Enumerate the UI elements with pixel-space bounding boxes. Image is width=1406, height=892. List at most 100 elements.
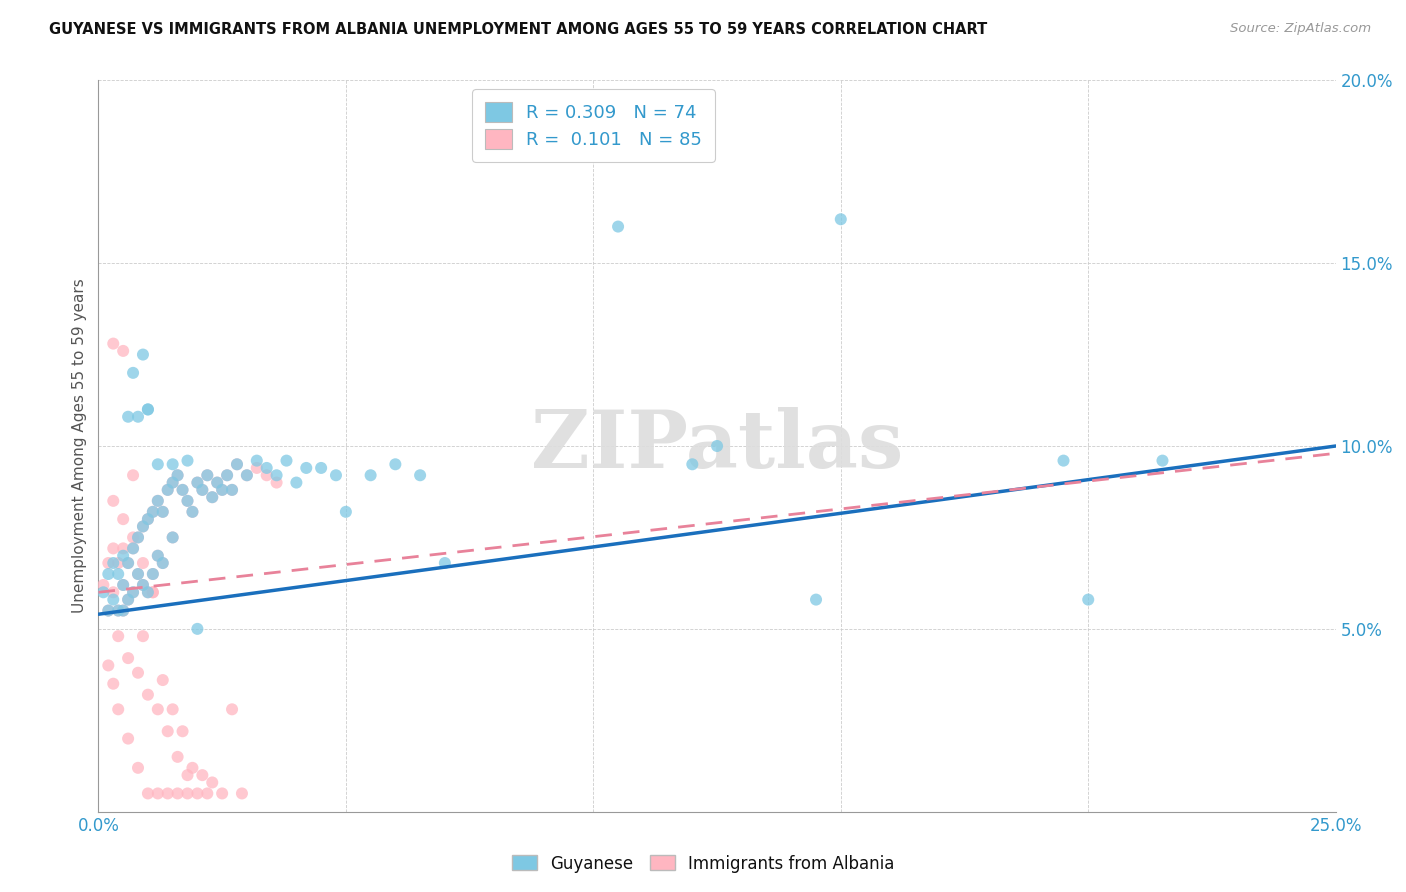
Point	[152, 673, 174, 687]
Point	[266, 468, 288, 483]
Point	[226, 457, 249, 471]
Point	[152, 505, 174, 519]
Point	[122, 530, 145, 544]
Point	[103, 676, 125, 690]
Point	[266, 475, 288, 490]
Point	[146, 457, 169, 471]
Point	[112, 343, 135, 358]
Legend: R = 0.309   N = 74, R =  0.101   N = 85: R = 0.309 N = 74, R = 0.101 N = 85	[472, 89, 714, 161]
Point	[136, 512, 159, 526]
Point	[156, 787, 179, 801]
Point	[142, 567, 165, 582]
Point	[107, 629, 129, 643]
Point	[176, 494, 198, 508]
Point	[112, 541, 135, 556]
Point	[132, 519, 155, 533]
Point	[156, 724, 179, 739]
Point	[195, 787, 218, 801]
Point	[162, 530, 184, 544]
Point	[97, 603, 120, 617]
Point	[132, 347, 155, 362]
Point	[127, 530, 149, 544]
Point	[285, 475, 308, 490]
Point	[231, 787, 253, 801]
Point	[830, 212, 852, 227]
Point	[103, 336, 125, 351]
Point	[136, 512, 159, 526]
Point	[122, 585, 145, 599]
Point	[162, 702, 184, 716]
Point	[117, 409, 139, 424]
Point	[146, 494, 169, 508]
Point	[93, 585, 115, 599]
Point	[201, 490, 224, 504]
Point	[127, 761, 149, 775]
Point	[433, 556, 456, 570]
Point	[117, 592, 139, 607]
Point	[107, 567, 129, 582]
Point	[211, 483, 233, 497]
Point	[246, 453, 269, 467]
Point	[607, 219, 630, 234]
Point	[195, 468, 218, 483]
Point	[132, 519, 155, 533]
Point	[1052, 453, 1074, 467]
Point	[97, 658, 120, 673]
Point	[136, 402, 159, 417]
Point	[256, 468, 278, 483]
Point	[146, 702, 169, 716]
Point	[117, 556, 139, 570]
Point	[166, 468, 188, 483]
Point	[136, 402, 159, 417]
Point	[176, 768, 198, 782]
Point	[409, 468, 432, 483]
Point	[127, 665, 149, 680]
Point	[176, 787, 198, 801]
Point	[384, 457, 406, 471]
Point	[132, 629, 155, 643]
Point	[295, 461, 318, 475]
Point	[117, 651, 139, 665]
Point	[221, 702, 243, 716]
Point	[1077, 592, 1099, 607]
Point	[132, 578, 155, 592]
Text: GUYANESE VS IMMIGRANTS FROM ALBANIA UNEMPLOYMENT AMONG AGES 55 TO 59 YEARS CORRE: GUYANESE VS IMMIGRANTS FROM ALBANIA UNEM…	[49, 22, 987, 37]
Point	[172, 724, 194, 739]
Point	[146, 494, 169, 508]
Point	[226, 457, 249, 471]
Point	[103, 541, 125, 556]
Point	[136, 585, 159, 599]
Point	[186, 787, 208, 801]
Point	[181, 505, 204, 519]
Point	[706, 439, 728, 453]
Text: ZIPatlas: ZIPatlas	[531, 407, 903, 485]
Point	[181, 761, 204, 775]
Point	[142, 505, 165, 519]
Text: Source: ZipAtlas.com: Source: ZipAtlas.com	[1230, 22, 1371, 36]
Point	[107, 603, 129, 617]
Point	[103, 592, 125, 607]
Point	[162, 457, 184, 471]
Point	[117, 556, 139, 570]
Point	[142, 585, 165, 599]
Point	[112, 603, 135, 617]
Point	[172, 483, 194, 497]
Point	[112, 603, 135, 617]
Point	[186, 475, 208, 490]
Point	[309, 461, 332, 475]
Point	[127, 530, 149, 544]
Point	[360, 468, 382, 483]
Point	[236, 468, 259, 483]
Point	[152, 505, 174, 519]
Point	[136, 787, 159, 801]
Point	[276, 453, 298, 467]
Point	[122, 366, 145, 380]
Point	[211, 787, 233, 801]
Point	[205, 475, 228, 490]
Point	[117, 731, 139, 746]
Point	[195, 468, 218, 483]
Point	[112, 549, 135, 563]
Point	[217, 468, 239, 483]
Point	[211, 483, 233, 497]
Point	[325, 468, 347, 483]
